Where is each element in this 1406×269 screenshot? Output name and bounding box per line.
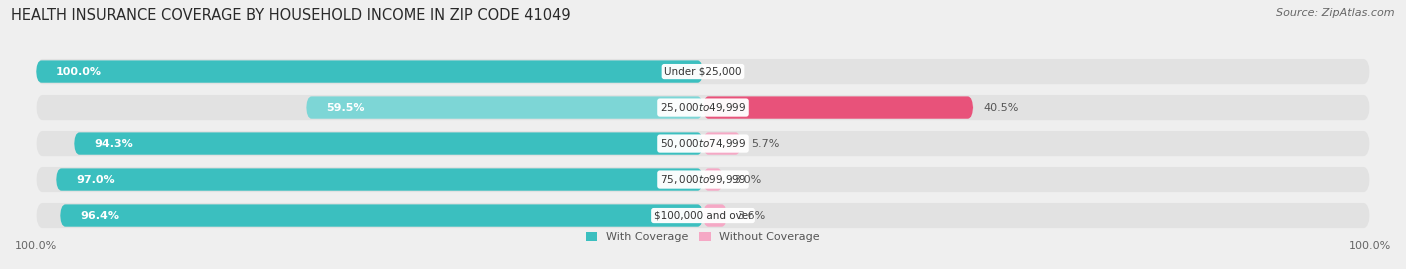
Text: 94.3%: 94.3%: [94, 139, 134, 148]
FancyBboxPatch shape: [60, 204, 703, 227]
Text: 100.0%: 100.0%: [56, 66, 103, 77]
FancyBboxPatch shape: [37, 61, 703, 83]
Text: 3.6%: 3.6%: [738, 211, 766, 221]
Text: 40.5%: 40.5%: [984, 102, 1019, 112]
Text: $25,000 to $49,999: $25,000 to $49,999: [659, 101, 747, 114]
FancyBboxPatch shape: [37, 95, 1369, 120]
Legend: With Coverage, Without Coverage: With Coverage, Without Coverage: [582, 228, 824, 247]
Text: 96.4%: 96.4%: [80, 211, 120, 221]
Text: Under $25,000: Under $25,000: [664, 66, 742, 77]
FancyBboxPatch shape: [703, 168, 723, 191]
Text: Source: ZipAtlas.com: Source: ZipAtlas.com: [1277, 8, 1395, 18]
Text: 3.0%: 3.0%: [734, 175, 762, 185]
FancyBboxPatch shape: [37, 167, 1369, 192]
Text: 5.7%: 5.7%: [752, 139, 780, 148]
Text: $75,000 to $99,999: $75,000 to $99,999: [659, 173, 747, 186]
FancyBboxPatch shape: [75, 132, 703, 155]
FancyBboxPatch shape: [37, 59, 1369, 84]
FancyBboxPatch shape: [703, 204, 727, 227]
FancyBboxPatch shape: [703, 96, 973, 119]
FancyBboxPatch shape: [37, 203, 1369, 228]
Text: 59.5%: 59.5%: [326, 102, 364, 112]
FancyBboxPatch shape: [37, 131, 1369, 156]
FancyBboxPatch shape: [307, 96, 703, 119]
Text: $50,000 to $74,999: $50,000 to $74,999: [659, 137, 747, 150]
FancyBboxPatch shape: [56, 168, 703, 191]
Text: 97.0%: 97.0%: [76, 175, 115, 185]
Text: HEALTH INSURANCE COVERAGE BY HOUSEHOLD INCOME IN ZIP CODE 41049: HEALTH INSURANCE COVERAGE BY HOUSEHOLD I…: [11, 8, 571, 23]
Text: $100,000 and over: $100,000 and over: [654, 211, 752, 221]
FancyBboxPatch shape: [703, 132, 741, 155]
